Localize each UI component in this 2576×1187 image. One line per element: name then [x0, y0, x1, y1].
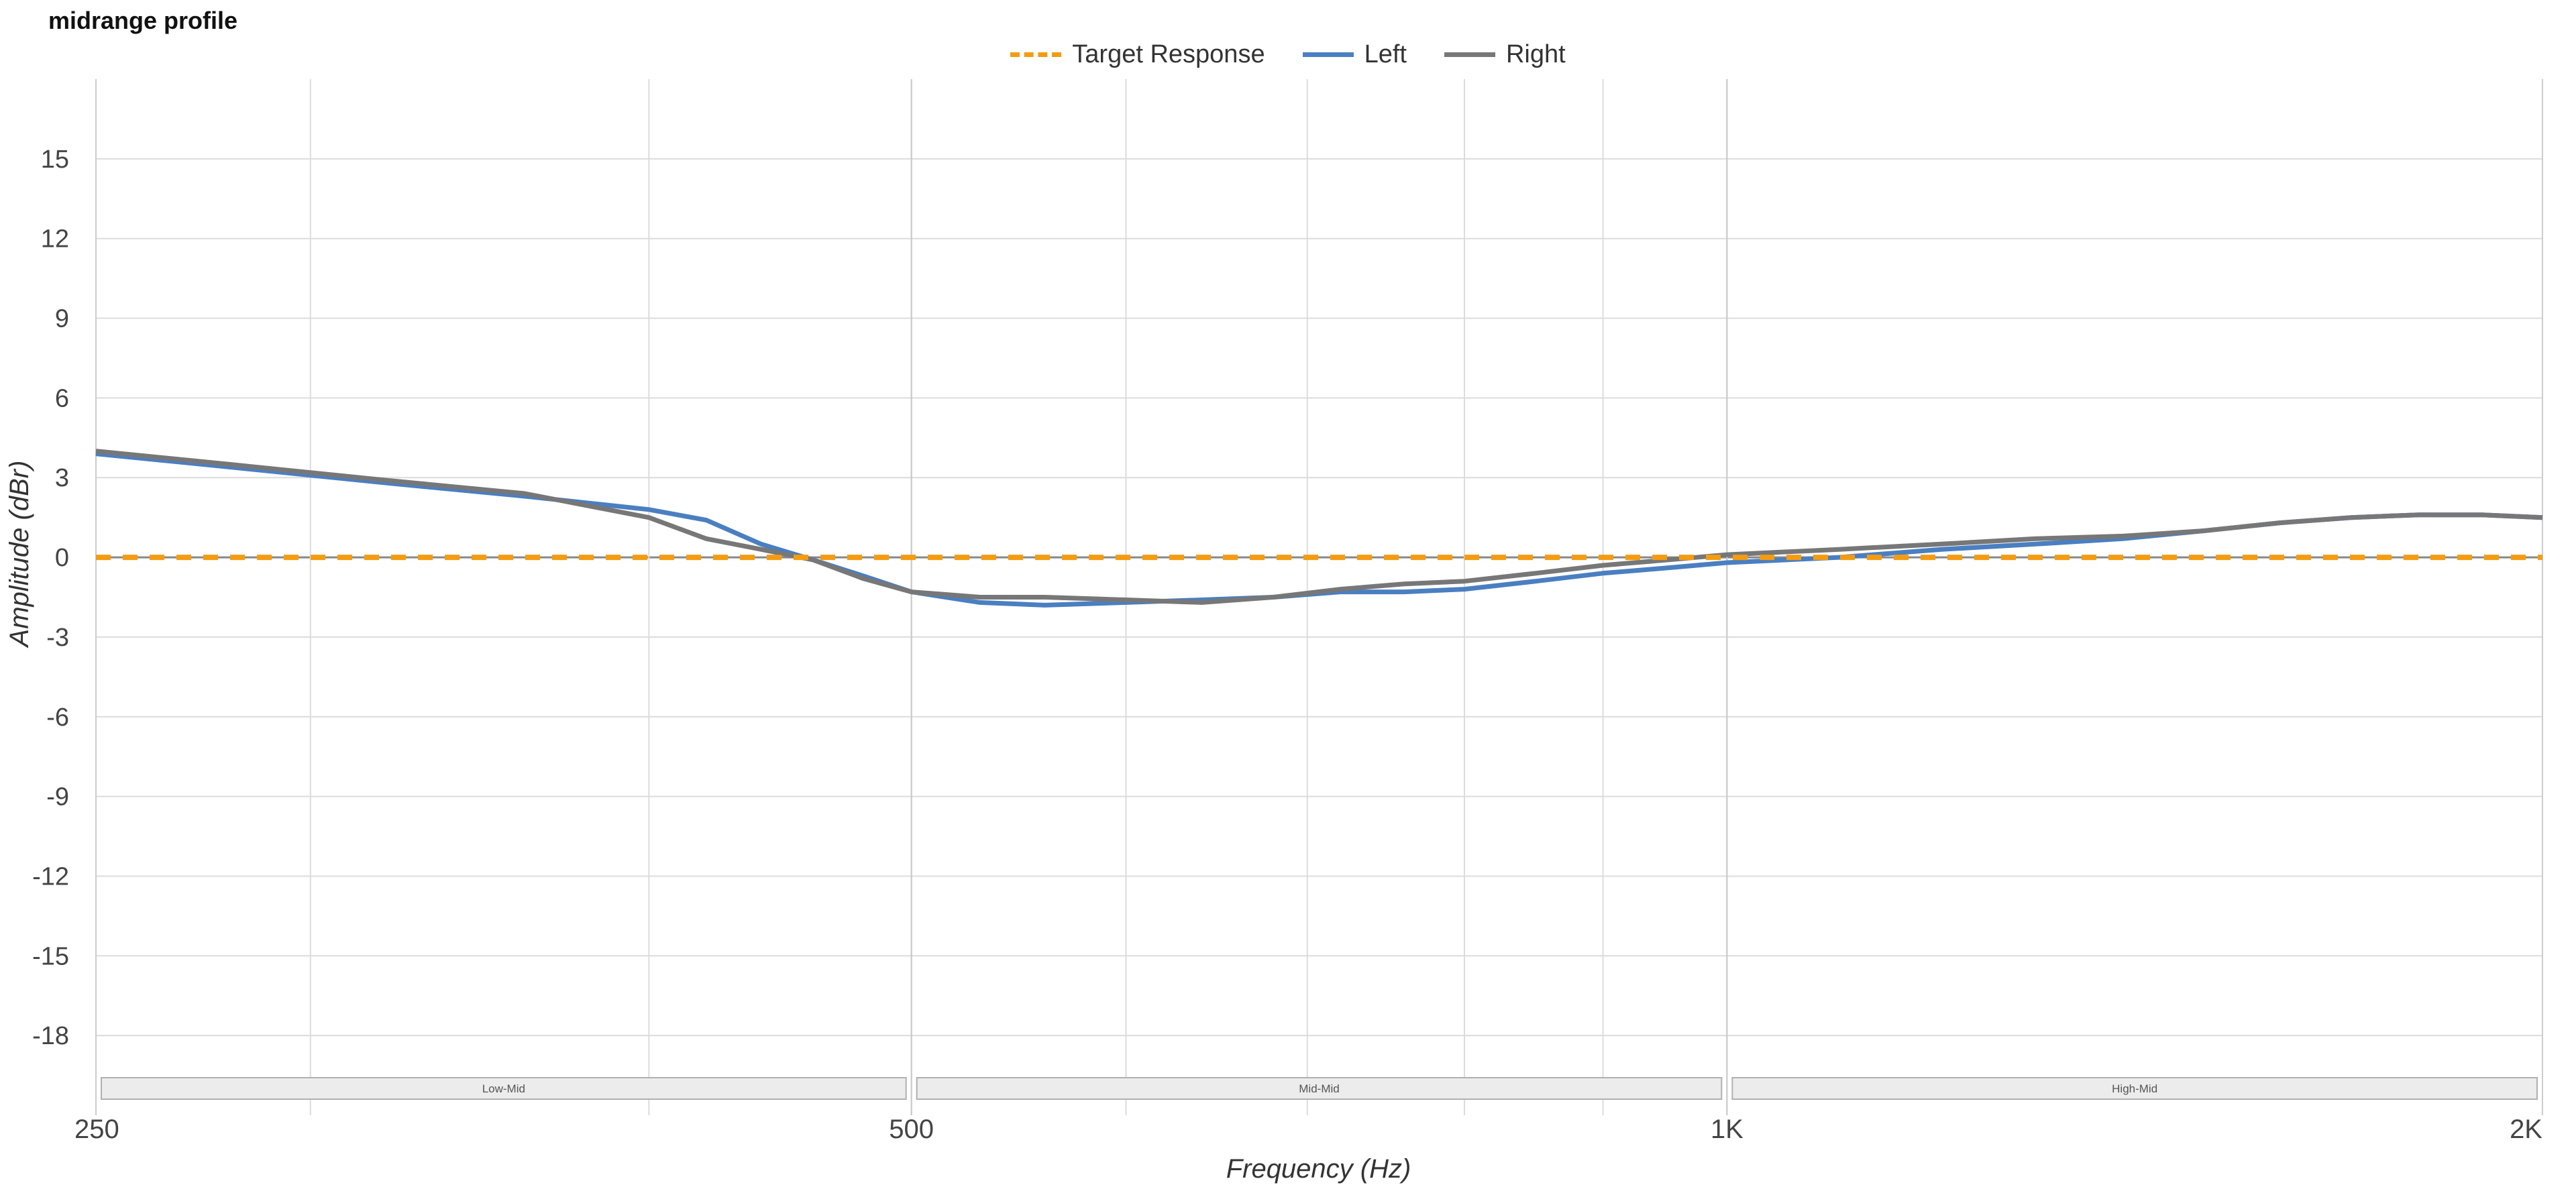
band-box — [1731, 1077, 2538, 1100]
y-tick-label: -9 — [46, 783, 69, 811]
x-tick-label: 1K — [1711, 1115, 1743, 1144]
legend-item-right[interactable]: Right — [1444, 40, 1566, 69]
legend-swatch-target-response — [1010, 52, 1062, 57]
legend-item-left[interactable]: Left — [1302, 40, 1407, 69]
y-tick-label: -12 — [32, 862, 69, 891]
y-tick-label: -15 — [32, 942, 69, 970]
legend-item-target-response[interactable]: Target Response — [1010, 40, 1265, 69]
legend-label-target-response: Target Response — [1072, 40, 1265, 68]
series-line-right — [95, 449, 2543, 605]
band-label: High-Mid — [2112, 1082, 2157, 1095]
band-label: Low-Mid — [482, 1082, 525, 1095]
series-line-left — [95, 451, 2543, 608]
legend-swatch-right — [1444, 52, 1495, 57]
chart-title: midrange profile — [48, 7, 238, 34]
y-tick-label: 6 — [55, 384, 69, 412]
band-box — [916, 1077, 1723, 1100]
y-tick-label: 9 — [55, 305, 69, 333]
y-tick-label: 3 — [55, 464, 69, 492]
legend-label-left: Left — [1364, 40, 1407, 68]
x-tick-label: 250 — [74, 1115, 119, 1144]
x-tick-label: 500 — [889, 1115, 934, 1144]
y-tick-label: 0 — [55, 544, 69, 572]
legend: Target Response Left Right — [0, 40, 2576, 69]
y-tick-label: -6 — [46, 703, 69, 732]
y-tick-label: 15 — [41, 146, 69, 174]
x-axis-label: Frequency (Hz) — [1226, 1154, 1411, 1184]
legend-swatch-left — [1302, 52, 1354, 57]
x-tick-label: 2K — [2510, 1115, 2542, 1144]
y-tick-label: -18 — [32, 1022, 69, 1050]
band-label: Mid-Mid — [1299, 1082, 1339, 1095]
y-axis-label: Amplitude (dBr) — [5, 461, 34, 648]
band-box — [101, 1077, 907, 1100]
legend-label-right: Right — [1505, 40, 1566, 68]
y-tick-label: -3 — [46, 624, 69, 652]
y-tick-label: 12 — [41, 225, 69, 253]
